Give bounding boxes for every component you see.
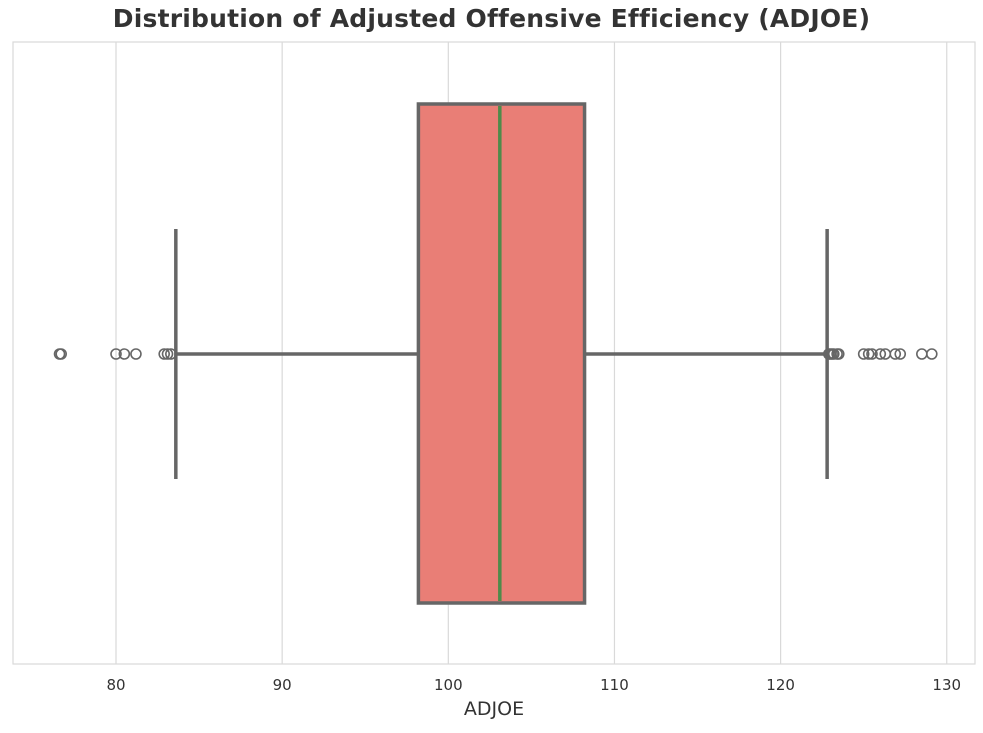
outlier-point — [158, 348, 170, 360]
outlier-point — [926, 348, 938, 360]
outlier-point — [857, 348, 870, 360]
x-tick-labels: 80 90 100 110 120 130 — [106, 676, 961, 694]
x-tick-label: 120 — [766, 676, 795, 694]
outlier-point — [110, 348, 122, 360]
x-tick-label: 80 — [106, 676, 125, 694]
chart-title: Distribution of Adjusted Offensive Effic… — [112, 4, 871, 33]
outlier-point — [916, 348, 928, 360]
outlier-point — [55, 348, 67, 360]
outlier-point — [832, 348, 845, 360]
outlier-point — [161, 348, 174, 360]
outlier-point — [889, 348, 902, 360]
outlier-point — [165, 348, 177, 360]
plot-frame — [12, 41, 976, 665]
outlier-point — [874, 348, 887, 360]
outlier-point — [894, 348, 907, 360]
outlier-point — [130, 348, 142, 360]
x-tick-label: 110 — [600, 676, 629, 694]
x-tick-label: 90 — [273, 676, 292, 694]
box-elements — [53, 102, 938, 605]
x-axis-label: ADJOE — [463, 698, 525, 720]
outlier-point — [862, 348, 875, 360]
x-tick-label: 100 — [434, 676, 463, 694]
x-tick-label: 130 — [932, 676, 961, 694]
outlier-point — [827, 348, 840, 360]
outlier-point — [118, 348, 131, 360]
outlier-point — [866, 348, 878, 360]
